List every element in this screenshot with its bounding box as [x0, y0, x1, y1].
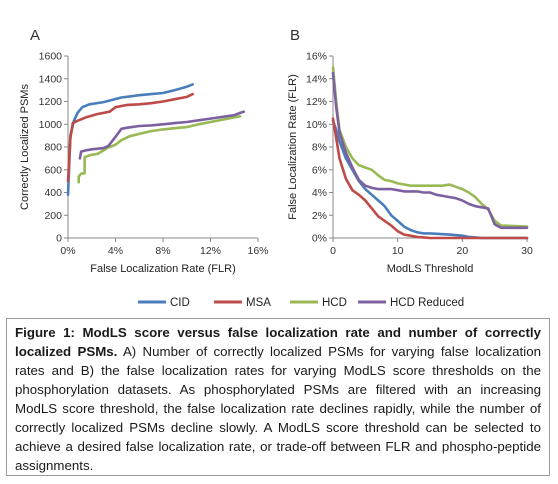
y-tick-label: 200: [44, 210, 62, 222]
y-tick-label: 6%: [312, 164, 327, 176]
x-axis-label: ModLS Threshold: [387, 263, 474, 275]
x-tick-label: 12%: [200, 245, 221, 257]
y-tick-label: 1600: [39, 51, 63, 63]
x-tick-label: 8%: [155, 245, 170, 257]
y-tick-label: 10%: [306, 119, 327, 131]
caption-title: Figure 1: ModLS score versus false local…: [15, 325, 541, 359]
chart-legend: CID MSA HCD HCD Reduced: [138, 297, 464, 309]
legend-label-msa: MSA: [246, 297, 271, 309]
y-tick-label: 600: [44, 164, 62, 176]
y-axis-label: Correctly Localized PSMs: [19, 84, 31, 210]
y-tick-label: 0: [56, 233, 62, 245]
x-tick-label: 10: [392, 245, 404, 257]
series-line-hcd-reduced: [78, 110, 246, 160]
series-line-hcd: [77, 115, 242, 184]
series-line-msa: [331, 117, 529, 240]
caption-body: A) Number of correctly localized PSMs fo…: [15, 344, 541, 473]
y-tick-label: 1400: [39, 73, 63, 85]
y-tick-label: 400: [44, 187, 62, 199]
x-tick-label: 16%: [247, 245, 268, 257]
figure-caption: Figure 1: ModLS score versus false local…: [6, 318, 550, 476]
legend-label-hcd-reduced: HCD Reduced: [390, 297, 464, 309]
y-tick-label: 8%: [312, 142, 327, 154]
series-line-cid: [66, 83, 194, 197]
x-tick-label: 30: [521, 245, 533, 257]
y-tick-label: 16%: [306, 51, 327, 63]
series-line-msa: [66, 92, 194, 183]
x-axis-label: False Localization Rate (FLR): [90, 263, 236, 275]
x-tick-label: 4%: [108, 245, 123, 257]
x-tick-label: 20: [456, 245, 468, 257]
chart-panel-a: 0 200 400 600 800 1000 1200 1400 1600 0% 4% 8% 12% 16…: [19, 51, 269, 276]
panel-label-b: B: [290, 27, 300, 44]
y-tick-label: 12%: [306, 96, 327, 108]
y-tick-label: 14%: [306, 73, 327, 85]
series-line-hcd-reduced: [331, 71, 529, 230]
y-tick-label: 4%: [312, 187, 327, 199]
x-tick-label: 0: [330, 245, 336, 257]
y-axis-label: False Localization Rate (FLR): [287, 74, 299, 220]
y-tick-label: 1200: [39, 96, 63, 108]
y-tick-label: 2%: [312, 210, 327, 222]
x-tick-label: 0%: [60, 245, 75, 257]
series-line-hcd: [331, 66, 529, 228]
legend-label-cid: CID: [170, 297, 190, 309]
panel-label-a: A: [30, 27, 40, 44]
y-tick-label: 800: [44, 142, 62, 154]
y-tick-label: 0%: [312, 233, 327, 245]
series-line-cid: [331, 119, 529, 240]
y-tick-label: 1000: [39, 119, 63, 131]
chart-panel-b: 0% 2% 4% 6% 8% 10% 12% 14% 16% 0 10 20 30 ModLS Thres…: [287, 51, 533, 276]
legend-label-hcd: HCD: [322, 297, 347, 309]
